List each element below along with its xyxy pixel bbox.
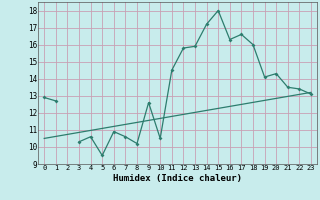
X-axis label: Humidex (Indice chaleur): Humidex (Indice chaleur) — [113, 174, 242, 183]
